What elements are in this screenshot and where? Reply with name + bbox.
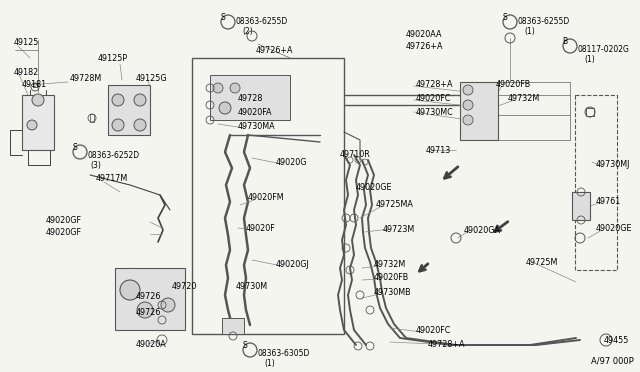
Text: 49020FB: 49020FB: [496, 80, 531, 89]
Circle shape: [161, 298, 175, 312]
Text: 49730MB: 49730MB: [374, 288, 412, 297]
Text: B: B: [563, 38, 568, 46]
Text: 49020GF: 49020GF: [46, 228, 82, 237]
Text: 49730MJ: 49730MJ: [596, 160, 630, 169]
Circle shape: [219, 102, 231, 114]
Text: S: S: [243, 341, 248, 350]
Text: 49725M: 49725M: [526, 258, 558, 267]
Text: 49020FM: 49020FM: [248, 193, 285, 202]
Bar: [192, 58, 344, 334]
Circle shape: [112, 119, 124, 131]
Circle shape: [213, 83, 223, 93]
Text: 49726+A: 49726+A: [406, 42, 444, 51]
Text: 49020GE: 49020GE: [596, 224, 632, 233]
Bar: [572, 192, 590, 220]
Text: S: S: [72, 144, 77, 153]
Text: 49725MA: 49725MA: [376, 200, 414, 209]
Circle shape: [230, 83, 240, 93]
Text: 49713: 49713: [426, 146, 451, 155]
Text: 49020FA: 49020FA: [238, 108, 273, 117]
Text: 49125G: 49125G: [136, 74, 168, 83]
Text: (2): (2): [242, 27, 253, 36]
Text: (3): (3): [90, 161, 101, 170]
Text: (1): (1): [524, 27, 535, 36]
Text: 08117-0202G: 08117-0202G: [578, 45, 630, 54]
Circle shape: [463, 85, 473, 95]
Text: 49728+A: 49728+A: [416, 80, 454, 89]
Bar: [222, 318, 244, 334]
Text: 49020F: 49020F: [246, 224, 276, 233]
Text: 49720: 49720: [172, 282, 197, 291]
Text: 49728: 49728: [238, 94, 264, 103]
Text: (1): (1): [584, 55, 595, 64]
Text: 49020FC: 49020FC: [416, 326, 451, 335]
Circle shape: [120, 280, 140, 300]
Bar: [108, 85, 150, 135]
Text: 08363-6252D: 08363-6252D: [88, 151, 140, 160]
Text: 49020GJ: 49020GJ: [276, 260, 310, 269]
Text: 49125P: 49125P: [98, 54, 128, 63]
Text: 49125: 49125: [14, 38, 40, 47]
Circle shape: [32, 94, 44, 106]
Text: 49723M: 49723M: [383, 225, 415, 234]
Text: 49726: 49726: [136, 308, 161, 317]
Text: 49728+A: 49728+A: [428, 340, 465, 349]
Text: 49020GA: 49020GA: [464, 226, 501, 235]
Bar: [575, 95, 617, 270]
Text: A/97 000P: A/97 000P: [591, 357, 634, 366]
Text: 49732M: 49732M: [374, 260, 406, 269]
Text: 49181: 49181: [22, 80, 47, 89]
Text: 08363-6255D: 08363-6255D: [518, 17, 570, 26]
Text: 49728M: 49728M: [70, 74, 102, 83]
Text: 08363-6255D: 08363-6255D: [236, 17, 288, 26]
Circle shape: [112, 94, 124, 106]
Text: 49020GF: 49020GF: [46, 216, 82, 225]
Text: 49732M: 49732M: [508, 94, 540, 103]
Circle shape: [134, 119, 146, 131]
Bar: [115, 268, 185, 330]
Text: 49020G: 49020G: [276, 158, 307, 167]
Text: 49730MA: 49730MA: [238, 122, 276, 131]
Bar: [22, 95, 54, 150]
Text: 49020FB: 49020FB: [374, 273, 409, 282]
Circle shape: [134, 94, 146, 106]
Text: 49730MC: 49730MC: [416, 108, 454, 117]
Text: 49020GE: 49020GE: [356, 183, 392, 192]
Circle shape: [27, 120, 37, 130]
Text: 49717M: 49717M: [96, 174, 128, 183]
Text: 49182: 49182: [14, 68, 39, 77]
Text: (1): (1): [264, 359, 275, 368]
Circle shape: [463, 115, 473, 125]
Text: 49455: 49455: [604, 336, 629, 345]
Text: 49020A: 49020A: [136, 340, 167, 349]
Text: 08363-6305D: 08363-6305D: [258, 349, 310, 358]
Bar: [460, 82, 498, 140]
Text: 49726: 49726: [136, 292, 161, 301]
Circle shape: [137, 302, 153, 318]
Text: 49730M: 49730M: [236, 282, 268, 291]
Text: 49020AA: 49020AA: [406, 30, 442, 39]
Text: 49710R: 49710R: [340, 150, 371, 159]
Text: 49020FC: 49020FC: [416, 94, 451, 103]
Text: 49761: 49761: [596, 197, 621, 206]
Bar: [210, 75, 290, 120]
Text: S: S: [502, 13, 508, 22]
Circle shape: [463, 100, 473, 110]
Text: 49726+A: 49726+A: [256, 46, 294, 55]
Text: S: S: [221, 13, 225, 22]
